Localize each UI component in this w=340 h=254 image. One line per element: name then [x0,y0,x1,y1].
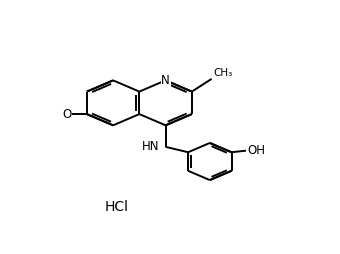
Text: HCl: HCl [104,199,128,214]
Text: HN: HN [141,140,159,153]
Text: N: N [161,74,170,87]
Text: O: O [63,108,72,121]
Text: O: O [45,108,55,121]
Text: CH₃: CH₃ [214,68,233,78]
Text: OH: OH [247,144,265,157]
